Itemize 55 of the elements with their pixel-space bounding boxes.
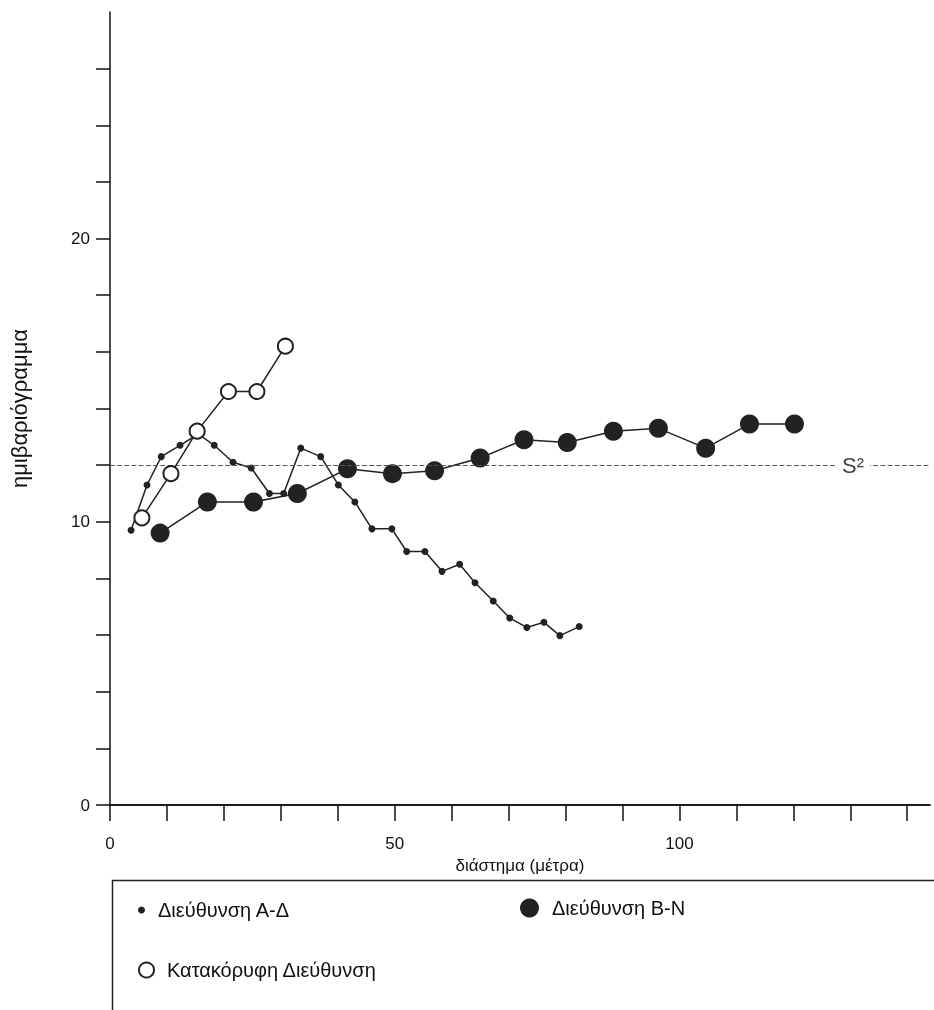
point bbox=[523, 623, 531, 631]
point bbox=[276, 337, 294, 355]
point bbox=[210, 441, 218, 449]
y-tick-label: 0 bbox=[80, 795, 90, 815]
point bbox=[388, 525, 396, 533]
point bbox=[421, 548, 429, 556]
point bbox=[489, 597, 497, 605]
point bbox=[297, 444, 305, 452]
point bbox=[456, 560, 464, 568]
point bbox=[197, 492, 217, 512]
point bbox=[425, 461, 445, 481]
point bbox=[157, 453, 165, 461]
x-tick-label: 50 bbox=[385, 834, 405, 853]
point bbox=[540, 618, 548, 626]
legend-label: Κατακόρυφη Διεύθυνση bbox=[167, 959, 376, 981]
point bbox=[648, 418, 668, 438]
legend-label: Διεύθυνση Α-Δ bbox=[158, 899, 289, 921]
point bbox=[506, 614, 514, 622]
point bbox=[317, 453, 325, 461]
point bbox=[368, 525, 376, 533]
point bbox=[696, 438, 716, 458]
point bbox=[603, 421, 623, 441]
point bbox=[162, 465, 180, 483]
point bbox=[438, 567, 446, 575]
point bbox=[287, 483, 307, 503]
point bbox=[740, 414, 759, 434]
y-tick-label: 20 bbox=[71, 229, 90, 249]
point bbox=[176, 441, 184, 449]
x-tick-label: 100 bbox=[665, 834, 694, 853]
point bbox=[556, 632, 564, 640]
legend-label: Διεύθυνση Β-Ν bbox=[552, 897, 686, 919]
x-axis-title: διάστημα (μέτρα) bbox=[455, 855, 585, 875]
point bbox=[784, 414, 804, 434]
point bbox=[470, 448, 490, 468]
point bbox=[382, 464, 402, 484]
point bbox=[219, 383, 237, 400]
point bbox=[265, 489, 273, 497]
point bbox=[127, 526, 135, 534]
point bbox=[188, 422, 206, 440]
x-tick-label: 0 bbox=[105, 834, 115, 853]
point bbox=[514, 430, 534, 450]
point bbox=[575, 623, 583, 631]
y-tick-label: 10 bbox=[71, 512, 90, 532]
point bbox=[337, 459, 357, 479]
point bbox=[150, 523, 170, 543]
point bbox=[557, 432, 577, 452]
point bbox=[244, 492, 263, 512]
ref-line-label: S² bbox=[842, 452, 864, 478]
y-axis-title: ημιβαριόγραμμα bbox=[6, 328, 32, 489]
point bbox=[248, 383, 266, 400]
point bbox=[133, 509, 151, 527]
point bbox=[351, 498, 359, 506]
point bbox=[334, 481, 342, 489]
point bbox=[471, 579, 479, 587]
point bbox=[403, 548, 411, 556]
